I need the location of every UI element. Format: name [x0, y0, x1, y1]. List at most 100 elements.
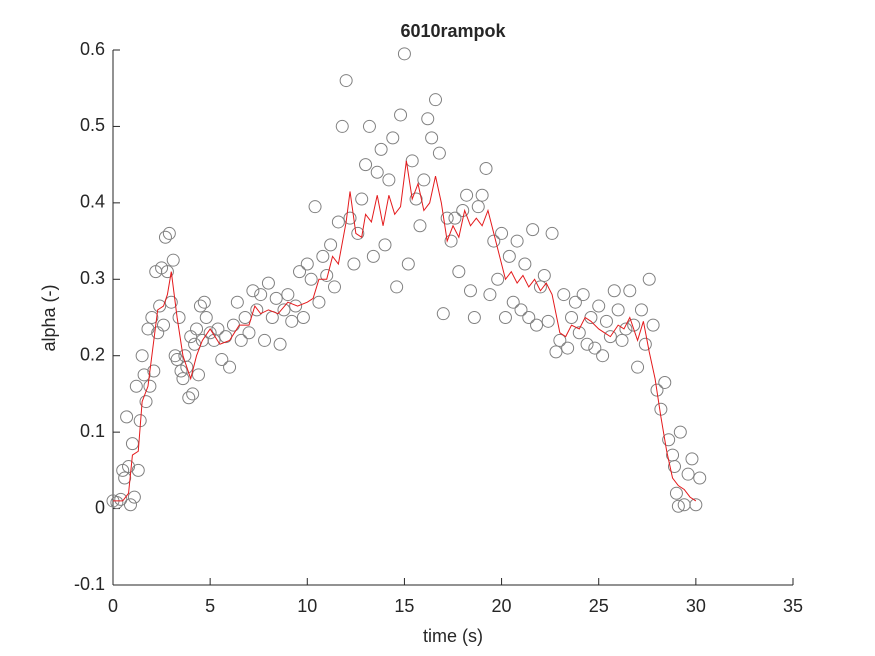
data-point	[172, 311, 186, 324]
data-point	[312, 295, 326, 309]
data-point	[533, 280, 547, 294]
data-point	[386, 131, 400, 145]
data-point	[448, 211, 462, 225]
data-point	[576, 288, 590, 302]
data-point	[518, 257, 532, 271]
data-point	[580, 337, 594, 351]
data-point	[444, 234, 458, 248]
data-point	[693, 471, 707, 485]
data-point	[382, 173, 396, 187]
data-point	[557, 288, 571, 302]
data-point	[526, 223, 540, 237]
data-point	[425, 131, 439, 145]
data-point	[685, 452, 699, 466]
data-point	[646, 318, 660, 332]
data-point	[166, 253, 180, 267]
data-point	[203, 326, 217, 340]
data-point	[642, 272, 656, 286]
data-point	[182, 391, 196, 405]
data-point	[118, 471, 132, 485]
data-point	[366, 249, 380, 263]
data-point	[123, 498, 137, 512]
data-point	[157, 318, 171, 332]
y-tick-label: 0	[95, 497, 105, 517]
data-point	[254, 288, 268, 302]
data-point	[413, 219, 427, 233]
data-point	[662, 433, 676, 447]
data-point	[667, 460, 681, 474]
data-point	[483, 288, 497, 302]
data-point	[495, 226, 509, 240]
data-point	[401, 257, 415, 271]
data-point	[215, 353, 229, 367]
x-tick-label: 15	[394, 596, 414, 616]
data-point	[145, 311, 159, 324]
data-point	[440, 211, 454, 225]
data-point	[463, 284, 477, 298]
data-point	[522, 311, 536, 324]
data-point	[467, 311, 481, 324]
data-point	[308, 200, 322, 214]
data-point	[671, 499, 685, 513]
data-point	[631, 360, 645, 374]
data-point	[343, 211, 357, 225]
data-point	[285, 314, 299, 328]
data-point	[615, 333, 629, 347]
data-point	[421, 112, 435, 126]
x-tick-label: 5	[205, 596, 215, 616]
data-point	[127, 490, 141, 504]
x-tick-label: 30	[686, 596, 706, 616]
data-point	[537, 268, 551, 282]
data-point	[193, 299, 207, 313]
y-tick-label: 0.1	[80, 421, 105, 441]
y-tick-label: 0.2	[80, 344, 105, 364]
data-point	[242, 326, 256, 340]
x-tick-label: 35	[783, 596, 803, 616]
data-point	[359, 158, 373, 172]
data-point	[289, 299, 303, 313]
data-point	[409, 192, 423, 206]
data-point	[324, 238, 338, 252]
data-point	[199, 311, 213, 324]
data-point	[417, 173, 431, 187]
data-point	[627, 318, 641, 332]
data-point	[390, 280, 404, 294]
data-point	[689, 498, 703, 512]
x-tick-label: 10	[297, 596, 317, 616]
data-point	[122, 460, 136, 474]
x-tick-label: 20	[492, 596, 512, 616]
data-point	[277, 303, 291, 317]
data-point	[191, 368, 205, 382]
data-point	[634, 303, 648, 317]
data-point	[162, 226, 176, 240]
data-point	[327, 280, 341, 294]
data-point	[160, 265, 174, 279]
data-point	[611, 303, 625, 317]
data-point	[170, 353, 184, 367]
data-point	[530, 318, 544, 332]
data-point	[355, 192, 369, 206]
data-point	[186, 387, 200, 401]
data-point	[370, 165, 384, 179]
data-point	[147, 364, 161, 378]
data-point	[331, 215, 345, 229]
data-point	[510, 234, 524, 248]
data-point	[460, 188, 474, 202]
data-point	[139, 395, 153, 409]
data-point	[153, 299, 167, 313]
chart-title: 6010rampok	[400, 21, 506, 41]
data-point	[471, 200, 485, 214]
data-point	[135, 349, 149, 363]
data-point	[129, 379, 143, 393]
x-tick-label: 25	[589, 596, 609, 616]
data-point	[335, 119, 349, 133]
data-point	[498, 311, 512, 324]
y-tick-label: 0.6	[80, 39, 105, 59]
data-point	[143, 379, 157, 393]
data-point	[261, 276, 275, 290]
data-point	[432, 146, 446, 160]
data-point	[506, 295, 520, 309]
y-tick-label: 0.4	[80, 192, 105, 212]
